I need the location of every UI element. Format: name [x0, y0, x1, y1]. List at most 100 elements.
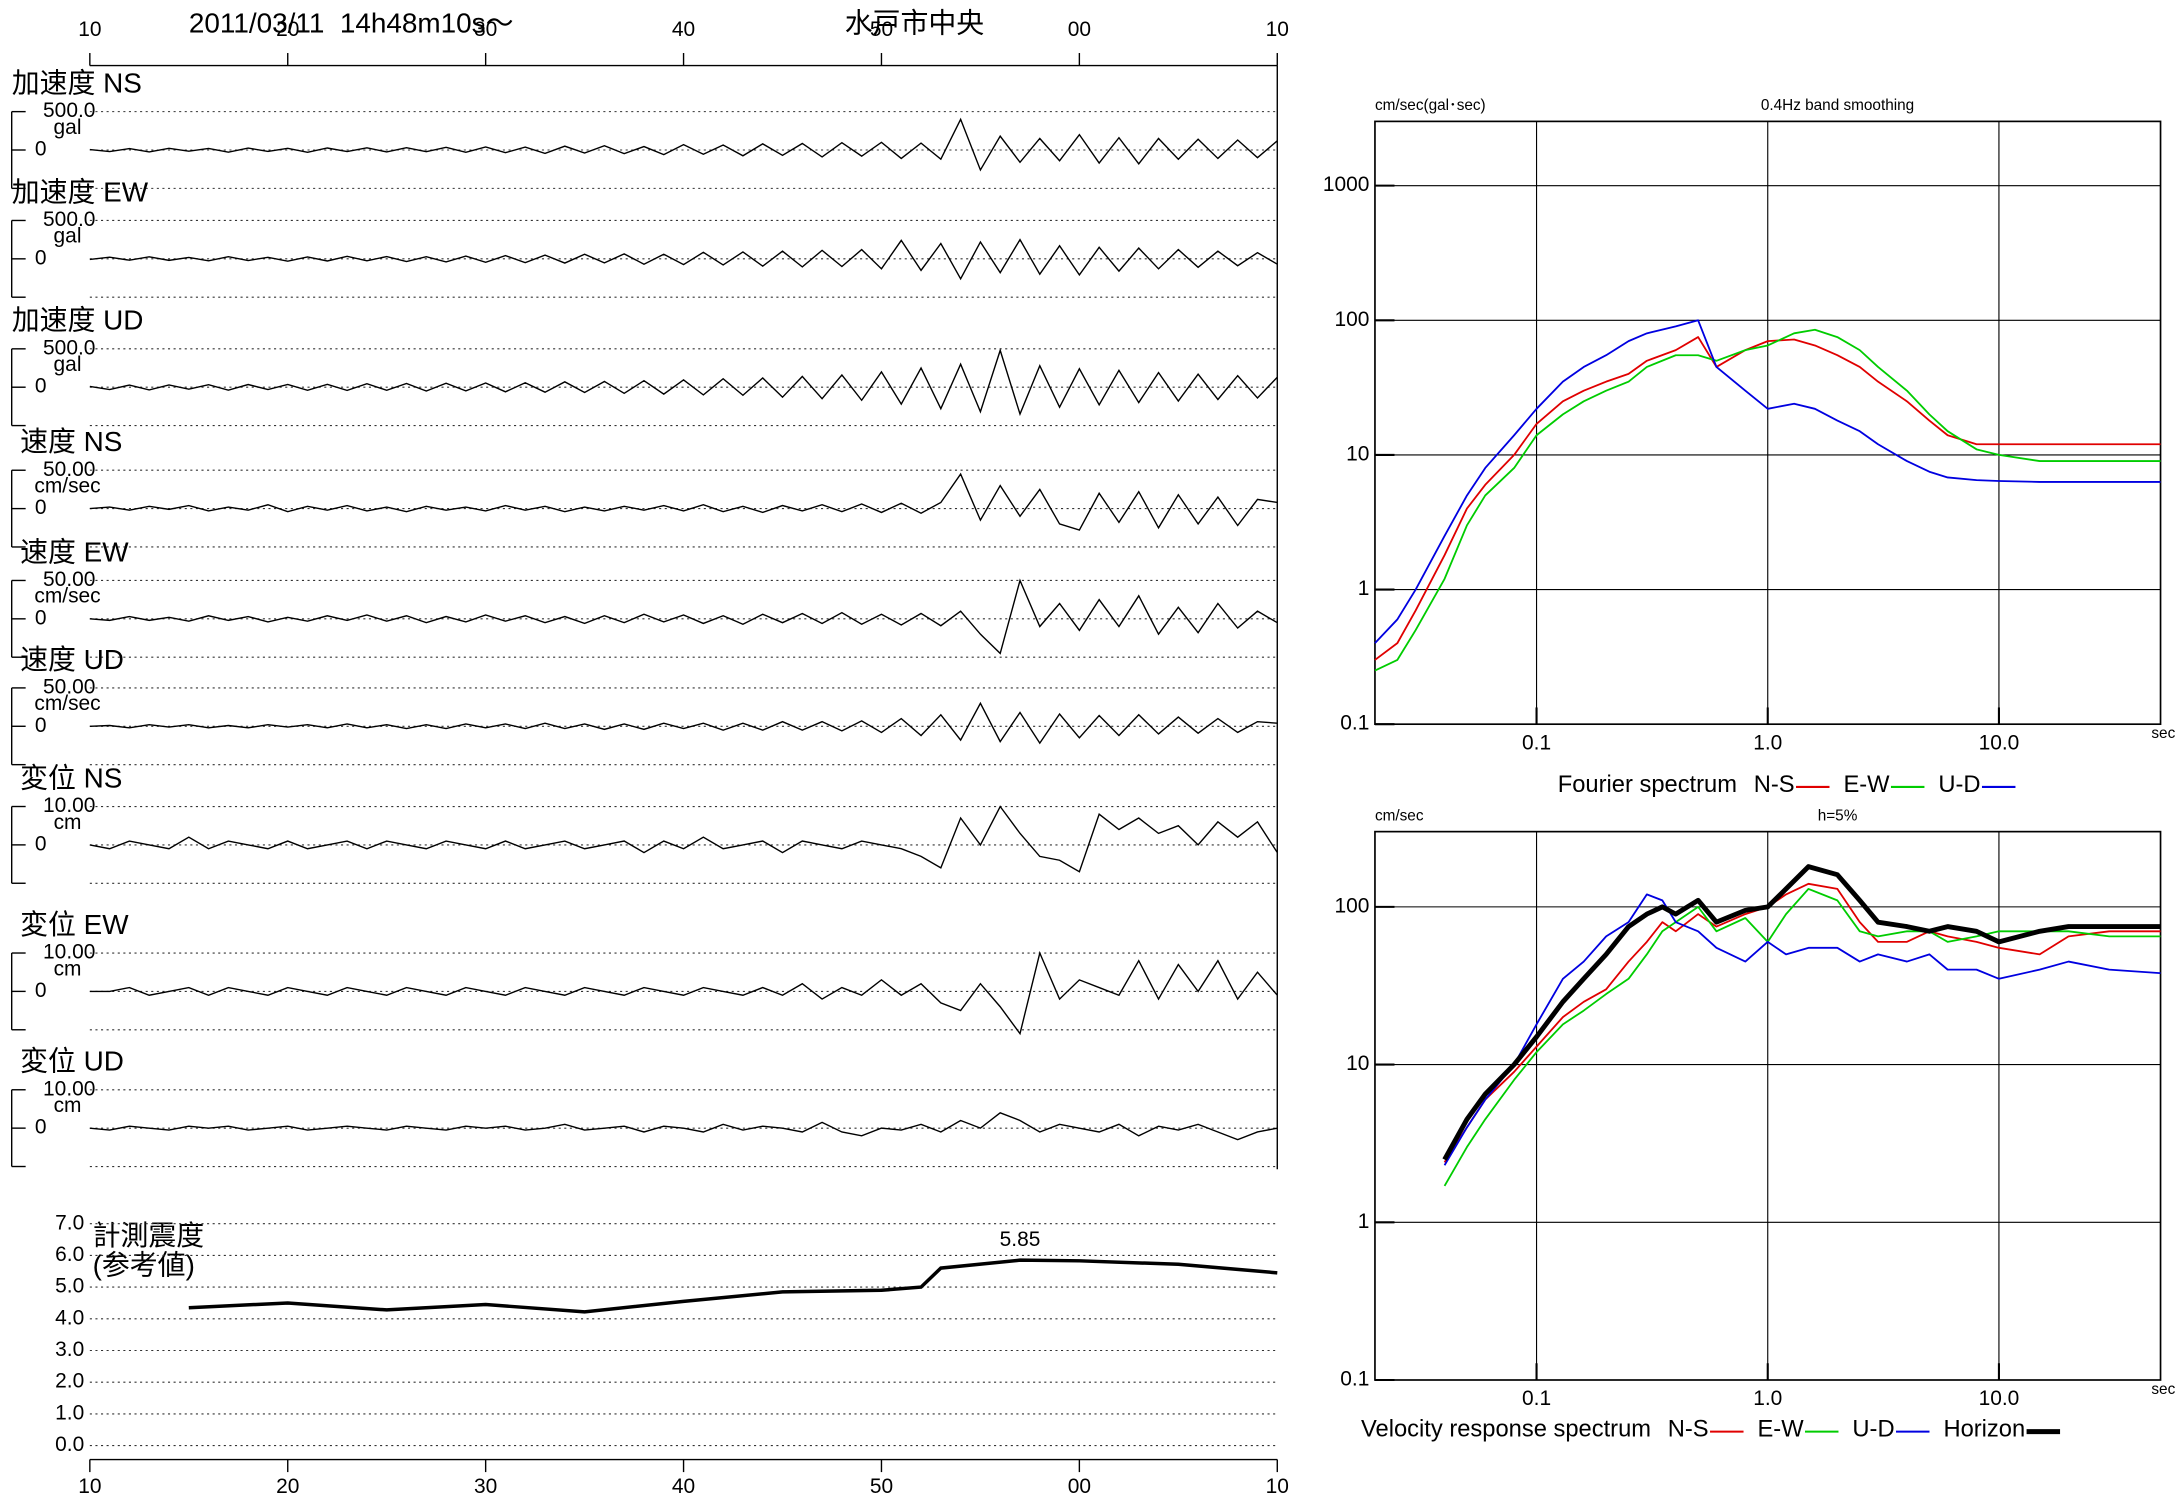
spectrum-line	[1442, 864, 2161, 1161]
peak-label: 5.85	[1000, 1228, 1041, 1251]
x-tick-label: 10	[1266, 18, 1289, 41]
y-tick-label: 1	[1358, 577, 1370, 600]
x-tick-label: 0.1	[1522, 731, 1551, 754]
spectrum-line	[1443, 882, 2161, 1163]
waveform	[89, 117, 1278, 172]
x-tick-label: 10.0	[1979, 731, 2020, 754]
unit-label: gal	[54, 116, 82, 139]
x-tick-label: 40	[672, 1475, 695, 1498]
y-tick-label: 7.0	[55, 1211, 84, 1234]
legend-label: U-D	[1852, 1416, 1894, 1442]
spectrum-line	[1374, 336, 2161, 661]
panel-title: 変位 NS	[20, 762, 122, 793]
legend-label: U-D	[1938, 772, 1980, 798]
y-tick-label: 0	[35, 375, 47, 398]
panel-title: 加速度 UD	[12, 305, 144, 336]
panel-title: 加速度 EW	[12, 176, 149, 207]
y-tick-label: 1	[1358, 1210, 1370, 1233]
spectrum-line	[1443, 893, 2161, 1166]
y-tick-label: 0	[35, 496, 47, 519]
y-tick-label: 0	[35, 606, 47, 629]
x-tick-label: 50	[870, 18, 893, 41]
y-tick-label: 50.00	[43, 675, 95, 698]
y-tick-label: 1.0	[55, 1401, 84, 1424]
y-tick-label: 500.0	[43, 208, 95, 231]
x-tick-label: 10	[78, 1475, 101, 1498]
chart-subtitle: (参考値)	[93, 1249, 195, 1280]
legend-label: E-W	[1757, 1416, 1804, 1442]
unit-label: cm/sec	[34, 585, 100, 608]
y-tick-label: 50.00	[43, 568, 95, 591]
waveform	[89, 950, 1278, 1036]
y-tick-label: 500.0	[43, 336, 95, 359]
legend-label: E-W	[1843, 772, 1890, 798]
y-tick-label: 500.0	[43, 99, 95, 122]
y-tick-label: 10.00	[43, 1077, 95, 1100]
y-tick-label: 0	[35, 246, 47, 269]
y-tick-label: 6.0	[55, 1243, 84, 1266]
unit-label: cm/sec	[34, 692, 100, 715]
y-tick-label: 1000	[1323, 173, 1370, 196]
waveform	[89, 578, 1278, 655]
y-tick-label: 0.0	[55, 1433, 84, 1456]
spectrum-line	[1374, 319, 2161, 644]
x-tick-label: 50	[870, 1475, 893, 1498]
panel-title: 速度 UD	[20, 644, 124, 675]
waveform	[89, 701, 1278, 745]
unit-label: cm	[54, 1094, 82, 1117]
waveform	[89, 805, 1278, 873]
panel-title: 変位 UD	[20, 1046, 124, 1077]
x-axis-label: sec	[2151, 1381, 2175, 1398]
unit-label: cm	[54, 811, 82, 834]
annotation: 0.4Hz band smoothing	[1761, 97, 1914, 114]
spectrum-line	[1374, 328, 2161, 672]
waveform	[89, 472, 1278, 531]
legend-label: N-S	[1668, 1416, 1709, 1442]
y-tick-label: 100	[1334, 308, 1369, 331]
y-tick-label: 3.0	[55, 1338, 84, 1361]
x-tick-label: 10	[1266, 1475, 1289, 1498]
panel-title: 加速度 NS	[12, 67, 142, 98]
unit-label: gal	[54, 353, 82, 376]
y-tick-label: 4.0	[55, 1306, 84, 1329]
y-axis-label: cm/sec(gal･sec)	[1375, 97, 1486, 114]
y-tick-label: 5.0	[55, 1275, 84, 1298]
y-tick-label: 0	[35, 138, 47, 161]
x-tick-label: 0.1	[1522, 1387, 1551, 1410]
panel-title: 変位 EW	[20, 909, 129, 940]
waveform	[89, 238, 1278, 281]
panel-title: 速度 EW	[20, 536, 129, 567]
y-tick-label: 10.00	[43, 941, 95, 964]
x-tick-label: 20	[276, 18, 299, 41]
unit-label: cm/sec	[34, 475, 100, 498]
x-tick-label: 30	[474, 1475, 497, 1498]
station-name: 水戸市中央	[845, 7, 985, 38]
panel-title: 速度 NS	[20, 426, 122, 457]
y-tick-label: 0	[35, 1116, 47, 1139]
y-tick-label: 0	[35, 832, 47, 855]
unit-label: cm	[54, 957, 82, 980]
spectrum-line	[1443, 887, 2161, 1187]
y-tick-label: 0.1	[1340, 712, 1369, 735]
x-tick-label: 10.0	[1979, 1387, 2020, 1410]
waveform	[89, 348, 1278, 417]
x-tick-label: 10	[78, 18, 101, 41]
y-tick-label: 0.1	[1340, 1368, 1369, 1391]
x-tick-label: 00	[1068, 1475, 1091, 1498]
chart-title: 2011/03/11 14h48m10s〜	[189, 7, 514, 38]
y-tick-label: 10	[1346, 442, 1369, 465]
y-tick-label: 50.00	[43, 458, 95, 481]
x-tick-label: 40	[672, 18, 695, 41]
y-axis-label: cm/sec	[1375, 807, 1424, 824]
waveform	[89, 1111, 1278, 1141]
x-tick-label: 30	[474, 18, 497, 41]
y-tick-label: 0	[35, 714, 47, 737]
intensity-line	[188, 1258, 1278, 1314]
x-tick-label: 00	[1068, 18, 1091, 41]
x-tick-label: 1.0	[1753, 1387, 1782, 1410]
y-tick-label: 10	[1346, 1052, 1369, 1075]
legend-title: Velocity response spectrum	[1361, 1416, 1651, 1442]
annotation: h=5%	[1818, 807, 1858, 824]
